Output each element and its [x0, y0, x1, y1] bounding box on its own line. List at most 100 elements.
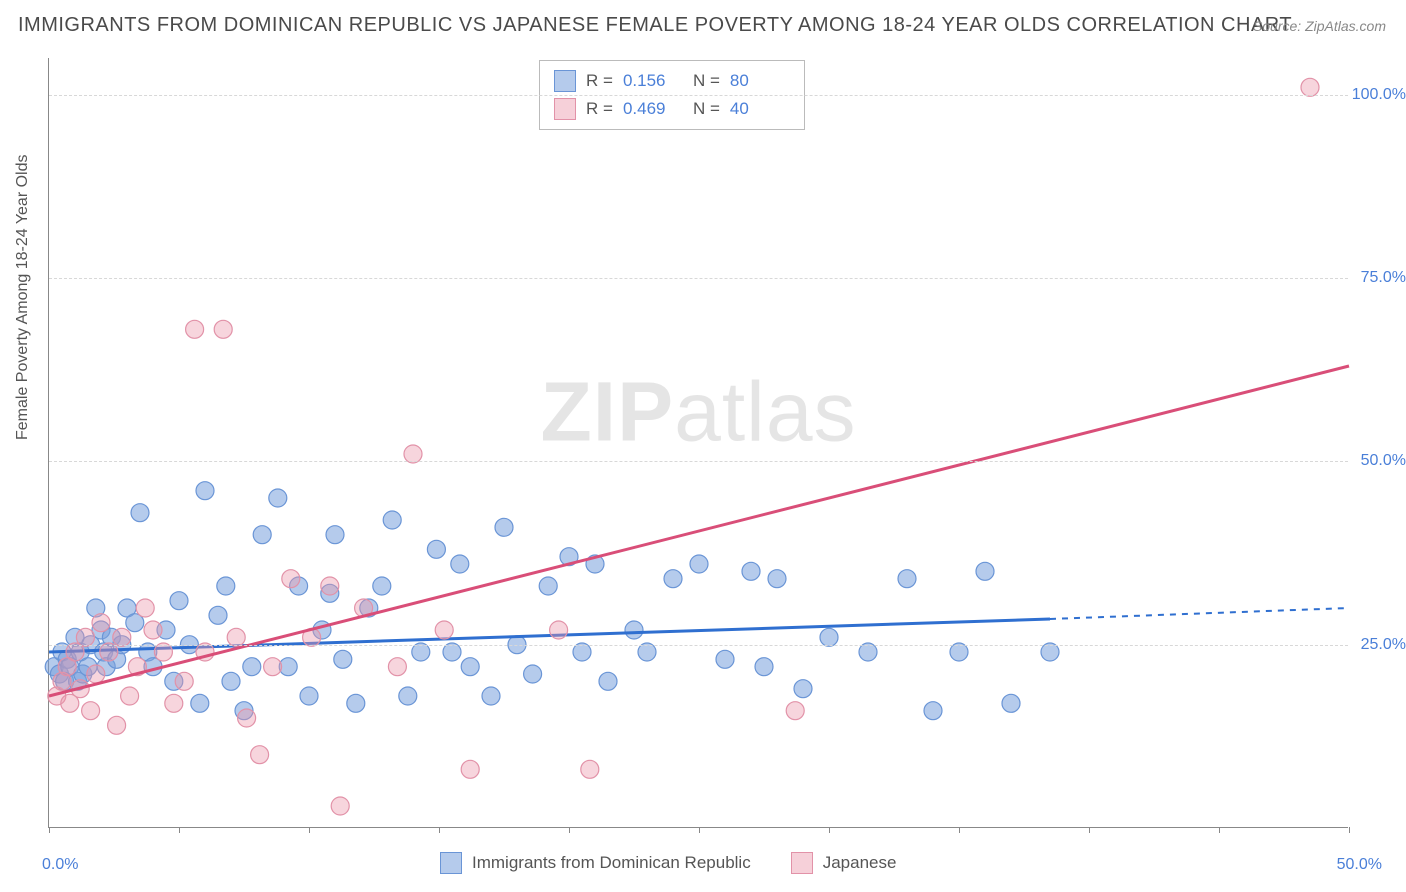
- gridline: [49, 278, 1348, 279]
- data-point-dominican: [191, 694, 209, 712]
- swatch-blue-icon: [554, 70, 576, 92]
- data-point-dominican: [638, 643, 656, 661]
- trendline-japanese: [49, 366, 1349, 696]
- x-axis-start-label: 0.0%: [42, 856, 78, 874]
- data-point-dominican: [573, 643, 591, 661]
- data-point-japanese: [227, 628, 245, 646]
- n-label: N =: [693, 95, 720, 123]
- x-tick: [179, 827, 180, 833]
- legend-item-japanese: Japanese: [791, 852, 897, 874]
- data-point-dominican: [196, 482, 214, 500]
- x-tick: [439, 827, 440, 833]
- data-point-japanese: [435, 621, 453, 639]
- data-point-japanese: [321, 577, 339, 595]
- x-axis-end-label: 50.0%: [1337, 856, 1382, 874]
- data-point-japanese: [786, 702, 804, 720]
- data-point-dominican: [524, 665, 542, 683]
- y-axis-label: Female Poverty Among 18-24 Year Olds: [14, 155, 32, 441]
- data-point-dominican: [742, 562, 760, 580]
- chart-plot-area: ZIPatlas R = 0.156 N = 80 R = 0.469 N = …: [48, 58, 1348, 828]
- legend-label: Immigrants from Dominican Republic: [472, 853, 751, 873]
- data-point-dominican: [950, 643, 968, 661]
- data-point-dominican: [427, 540, 445, 558]
- data-point-japanese: [581, 760, 599, 778]
- x-tick: [959, 827, 960, 833]
- data-point-japanese: [144, 621, 162, 639]
- data-point-dominican: [976, 562, 994, 580]
- data-point-dominican: [495, 518, 513, 536]
- y-tick-label: 50.0%: [1361, 452, 1406, 470]
- data-point-dominican: [209, 606, 227, 624]
- swatch-blue-icon: [440, 852, 462, 874]
- swatch-pink-icon: [791, 852, 813, 874]
- data-point-japanese: [121, 687, 139, 705]
- data-point-dominican: [625, 621, 643, 639]
- data-point-japanese: [113, 628, 131, 646]
- r-label: R =: [586, 95, 613, 123]
- data-point-japanese: [154, 643, 172, 661]
- y-tick-label: 75.0%: [1361, 269, 1406, 287]
- data-point-dominican: [451, 555, 469, 573]
- data-point-japanese: [87, 665, 105, 683]
- gridline: [49, 645, 1348, 646]
- data-point-japanese: [1301, 78, 1319, 96]
- data-point-dominican: [461, 658, 479, 676]
- data-point-dominican: [539, 577, 557, 595]
- n-label: N =: [693, 67, 720, 95]
- r-label: R =: [586, 67, 613, 95]
- y-tick-label: 25.0%: [1361, 636, 1406, 654]
- data-point-japanese: [100, 643, 118, 661]
- data-point-dominican: [690, 555, 708, 573]
- data-point-japanese: [282, 570, 300, 588]
- legend-item-dominican: Immigrants from Dominican Republic: [440, 852, 751, 874]
- gridline: [49, 95, 1348, 96]
- n-value: 80: [730, 67, 790, 95]
- data-point-japanese: [175, 672, 193, 690]
- data-point-japanese: [186, 320, 204, 338]
- data-point-dominican: [326, 526, 344, 544]
- data-point-japanese: [108, 716, 126, 734]
- scatter-plot-svg: [49, 58, 1348, 827]
- data-point-dominican: [412, 643, 430, 661]
- data-point-dominican: [373, 577, 391, 595]
- data-point-dominican: [820, 628, 838, 646]
- data-point-dominican: [383, 511, 401, 529]
- data-point-dominican: [347, 694, 365, 712]
- legend-label: Japanese: [823, 853, 897, 873]
- x-tick: [1089, 827, 1090, 833]
- x-tick: [829, 827, 830, 833]
- legend-row-dominican: R = 0.156 N = 80: [554, 67, 790, 95]
- data-point-japanese: [238, 709, 256, 727]
- gridline: [49, 461, 1348, 462]
- data-point-dominican: [768, 570, 786, 588]
- data-point-japanese: [214, 320, 232, 338]
- data-point-dominican: [794, 680, 812, 698]
- data-point-dominican: [1041, 643, 1059, 661]
- data-point-dominican: [217, 577, 235, 595]
- data-point-japanese: [550, 621, 568, 639]
- data-point-dominican: [599, 672, 617, 690]
- data-point-japanese: [461, 760, 479, 778]
- trendline-dash-dominican: [1050, 608, 1349, 619]
- data-point-japanese: [404, 445, 422, 463]
- data-point-dominican: [664, 570, 682, 588]
- data-point-japanese: [264, 658, 282, 676]
- data-point-dominican: [1002, 694, 1020, 712]
- x-tick: [569, 827, 570, 833]
- data-point-dominican: [253, 526, 271, 544]
- r-value: 0.469: [623, 95, 683, 123]
- data-point-dominican: [755, 658, 773, 676]
- legend-row-japanese: R = 0.469 N = 40: [554, 95, 790, 123]
- source-attribution: Source: ZipAtlas.com: [1253, 18, 1386, 34]
- swatch-pink-icon: [554, 98, 576, 120]
- data-point-japanese: [388, 658, 406, 676]
- data-point-dominican: [243, 658, 261, 676]
- data-point-dominican: [482, 687, 500, 705]
- data-point-dominican: [924, 702, 942, 720]
- data-point-dominican: [334, 650, 352, 668]
- data-point-japanese: [92, 614, 110, 632]
- data-point-dominican: [300, 687, 318, 705]
- x-tick: [699, 827, 700, 833]
- data-point-japanese: [76, 628, 94, 646]
- x-tick: [1219, 827, 1220, 833]
